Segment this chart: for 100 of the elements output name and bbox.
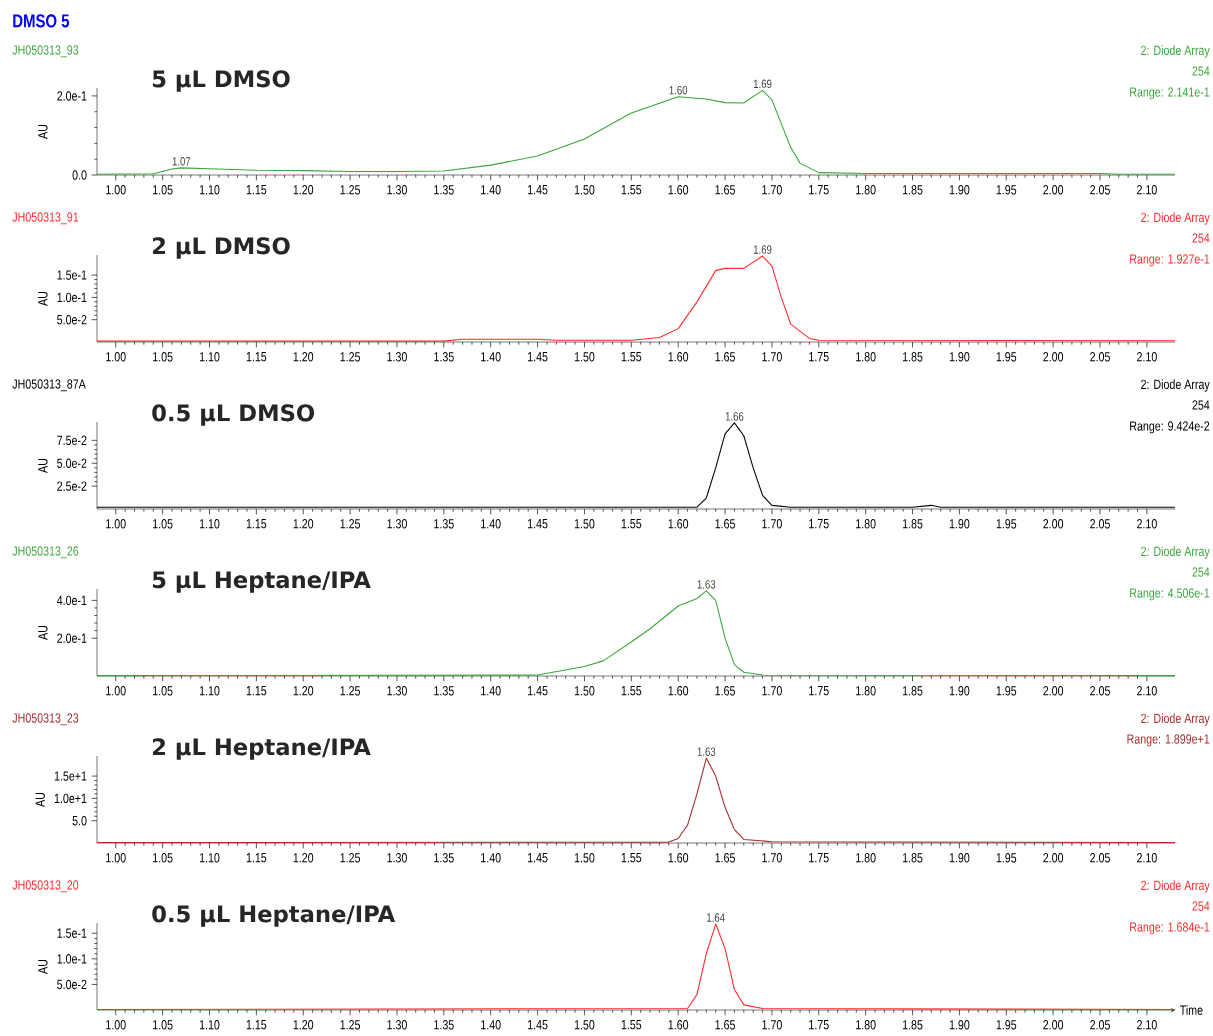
x-tick-label: 1.85 <box>902 686 923 696</box>
x-tick-label: 1.30 <box>387 519 407 529</box>
y-axis-title: AU <box>38 124 48 139</box>
annotation: 1.63 <box>697 747 716 756</box>
x-tick-label: 1.00 <box>106 1020 126 1030</box>
x-tick-label: 1.25 <box>340 686 361 696</box>
x-tick-label: 1.05 <box>153 1020 173 1030</box>
x-tick-label: 1.35 <box>434 185 454 195</box>
x-tick-label: 1.90 <box>949 352 970 362</box>
x-tick-label: 1.00 <box>106 352 126 362</box>
x-tick-label: 1.15 <box>246 519 267 529</box>
annotation: 1.69 <box>753 245 772 254</box>
x-tick-label: 1.95 <box>996 853 1017 863</box>
x-tick-label: 1.15 <box>246 853 267 863</box>
x-tick-label: 1.85 <box>902 1020 923 1030</box>
text: 254 <box>1192 66 1210 76</box>
x-tick-label: 1.40 <box>481 352 501 362</box>
y-tick-label: 5.0e-2 <box>57 979 87 990</box>
x-tick-label: 1.20 <box>293 185 314 195</box>
x-tick-label: 1.55 <box>621 519 642 529</box>
x-tick-label: 1.60 <box>668 352 689 362</box>
x-tick-label: 1.00 <box>106 519 126 529</box>
annotation: Range: 2.141e-1 <box>1130 87 1210 100</box>
x-tick-label: 1.25 <box>340 519 361 529</box>
x-tick-label: 1.40 <box>481 185 501 195</box>
x-tick-label: 2.05 <box>1090 853 1110 863</box>
x-tick-label: 1.45 <box>528 185 548 195</box>
x-tick-label: 1.45 <box>528 352 548 362</box>
y-tick-label: 2.0e-1 <box>57 633 87 643</box>
text: 254 <box>1192 567 1210 577</box>
x-tick-label: 1.65 <box>715 1020 735 1030</box>
y-tick-label: 7.5e-2 <box>57 435 87 446</box>
x-tick-label: 1.05 <box>153 853 173 863</box>
y-tick-label: 2.0e-1 <box>57 91 87 101</box>
x-tick-label: 1.90 <box>949 853 970 863</box>
text: 254 <box>1192 901 1210 911</box>
x-tick-label: 1.70 <box>762 185 782 195</box>
x-tick-label: 2.05 <box>1090 519 1110 529</box>
x-tick-label: 2.10 <box>1137 352 1157 362</box>
x-tick-label: 1.25 <box>340 1020 361 1030</box>
x-tick-label: 1.15 <box>246 352 267 362</box>
x-tick-label: 1.30 <box>387 352 407 362</box>
y-tick-label: 1.5e-1 <box>57 270 87 280</box>
x-tick-label: 1.25 <box>340 185 361 195</box>
y-tick-label: 1.5e+1 <box>54 771 87 781</box>
x-tick-label: 1.00 <box>106 686 126 696</box>
x-tick-label: 1.80 <box>856 352 876 362</box>
y-tick-label: 1.0e-1 <box>57 954 87 964</box>
chart-title: 5 µL DMSO <box>152 70 290 92</box>
chart-subtitle: JH050313_87A <box>12 379 86 392</box>
y-tick-label: 5.0e-2 <box>57 314 87 325</box>
x-tick-label: 1.45 <box>528 1020 548 1030</box>
x-tick-label: 1.60 <box>668 686 689 696</box>
x-tick-label: 1.45 <box>528 853 548 863</box>
x-tick-label: 1.60 <box>668 853 689 863</box>
x-tick-label: 1.75 <box>809 1020 829 1030</box>
chart-subtitle: JH050313_91 <box>12 212 79 225</box>
x-tick-label: 2.00 <box>1043 352 1064 362</box>
x-tick-label: 1.80 <box>856 185 876 195</box>
x-tick-label: 1.90 <box>949 185 970 195</box>
x-tick-label: 2.00 <box>1043 686 1064 696</box>
annotation: Range: 4.506e-1 <box>1130 588 1210 601</box>
y-axis-title: AU <box>38 625 48 640</box>
x-tick-label: 2.10 <box>1137 686 1157 696</box>
chart-title: 0.5 µL Heptane/IPA <box>152 905 396 927</box>
x-tick-label: 1.50 <box>574 853 595 863</box>
x-tick-label: 1.30 <box>387 686 407 696</box>
x-tick-label: 1.95 <box>996 686 1017 696</box>
x-tick-label: 1.20 <box>293 1020 314 1030</box>
x-tick-label: 1.40 <box>481 1020 501 1030</box>
x-tick-label: 1.35 <box>434 1020 454 1030</box>
x-tick-label: 1.10 <box>199 686 220 696</box>
x-tick-label: 1.20 <box>293 853 314 863</box>
x-tick-label: 1.70 <box>762 352 782 362</box>
x-tick-label: 1.25 <box>340 853 361 863</box>
x-tick-label: 1.15 <box>246 1020 267 1030</box>
x-tick-label: 1.65 <box>715 519 735 529</box>
y-axis-title: AU <box>38 959 48 974</box>
text: 254 <box>1192 233 1210 243</box>
x-tick-label: 1.70 <box>762 1020 782 1030</box>
x-tick-label: 1.75 <box>809 686 829 696</box>
x-tick-label: 1.35 <box>434 686 454 696</box>
y-tick-label: 2.5e-2 <box>57 481 87 491</box>
chart-title: 5 µL Heptane/IPA <box>152 571 371 593</box>
x-tick-label: 1.60 <box>668 185 689 195</box>
x-tick-label: 1.10 <box>199 352 220 362</box>
x-tick-label: 1.20 <box>293 352 314 362</box>
x-tick-label: 1.80 <box>856 853 876 863</box>
x-tick-label: 1.50 <box>574 686 595 696</box>
x-tick-label: 1.90 <box>949 519 970 529</box>
chart-subtitle: JH050313_20 <box>12 880 79 893</box>
x-tick-label: 2.00 <box>1043 853 1064 863</box>
annotation: 1.69 <box>753 79 772 89</box>
y-tick-label: 0.0 <box>72 170 87 180</box>
x-tick-label: 1.05 <box>153 352 173 362</box>
x-tick-label: 1.80 <box>856 686 876 696</box>
x-tick-label: 1.20 <box>293 686 314 696</box>
chart-title: 0.5 µL DMSO <box>152 404 315 426</box>
x-tick-label: 1.75 <box>809 352 829 362</box>
x-tick-label: 1.80 <box>856 519 876 529</box>
